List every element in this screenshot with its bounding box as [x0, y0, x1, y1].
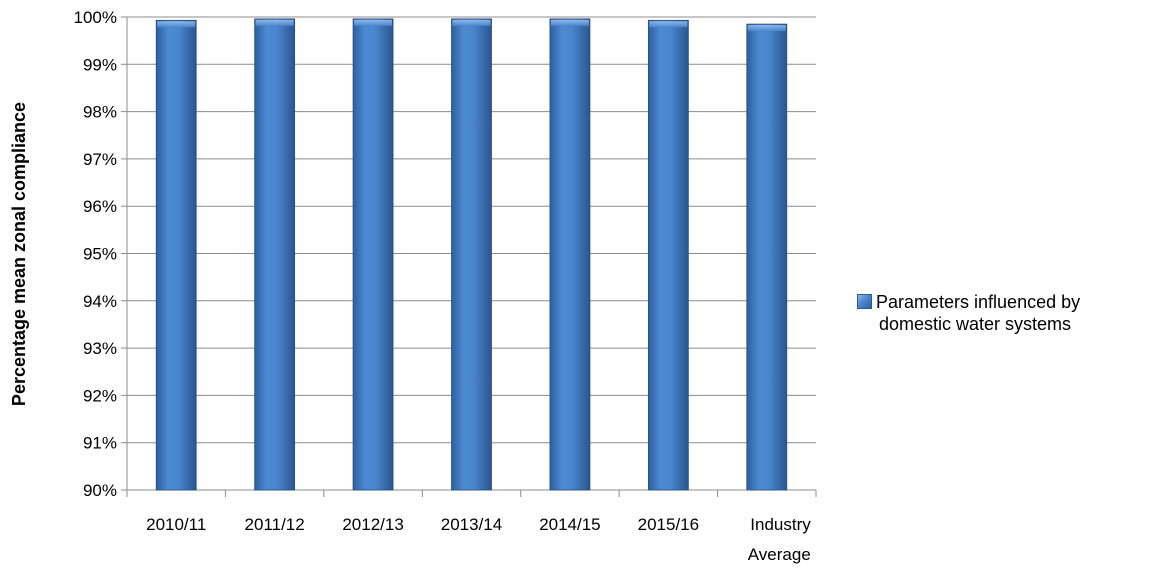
y-tick-label: 97% [83, 150, 117, 169]
y-tick-label: 91% [83, 434, 117, 453]
y-tick-label: 94% [83, 292, 117, 311]
bar-highlight [354, 19, 393, 26]
x-tick-label: 2014/15 [539, 515, 600, 534]
y-tick-label: 96% [83, 197, 117, 216]
bar [451, 18, 492, 491]
y-tick-label: 99% [83, 55, 117, 74]
y-tick-label: 100% [74, 8, 117, 27]
bar-body [549, 18, 591, 491]
legend-label-line-2: domestic water systems [879, 314, 1072, 334]
bar-body [451, 18, 492, 491]
y-tick-label: 90% [83, 481, 117, 500]
bar-highlight [157, 21, 196, 28]
y-tick-label: 95% [83, 245, 117, 264]
bar [647, 19, 689, 491]
x-tick-label: 2011/12 [245, 515, 305, 534]
bars [155, 18, 788, 491]
y-tick-label: 92% [83, 386, 117, 405]
legend: Parameters influenced by domestic water … [857, 291, 1157, 335]
x-tick-label: 2010/11 [146, 515, 206, 534]
legend-item: Parameters influenced by [857, 291, 1157, 313]
bar-body [647, 19, 689, 491]
x-tick-label: 2013/14 [441, 515, 502, 534]
bar-body [746, 23, 788, 491]
bar-body [254, 18, 296, 491]
bar-highlight [747, 25, 786, 32]
x-tick-label: 2012/13 [342, 515, 403, 534]
bar-highlight [255, 19, 294, 26]
y-axis-title: Percentage mean zonal compliance [9, 102, 29, 406]
bar-highlight [550, 19, 589, 26]
x-tick-label: 2015/16 [638, 515, 699, 534]
tick-labels: 90% 91% 92% 93% 94% 95% 96% 97% 98% 99% 100% 2010/1… [74, 8, 812, 564]
x-tick-label: Industry [750, 515, 811, 534]
bar-body [352, 18, 394, 491]
bar-highlight [452, 19, 491, 26]
x-tick-label: Average [748, 545, 811, 564]
y-tick-label: 98% [83, 103, 117, 122]
bar [549, 18, 591, 491]
legend-swatch [857, 294, 872, 309]
bar-body [155, 19, 197, 491]
bar [352, 18, 394, 491]
y-tick-label: 93% [83, 339, 117, 358]
bar [746, 23, 788, 491]
bar [155, 19, 197, 491]
legend-label-line-1: Parameters influenced by [876, 292, 1081, 312]
bar [254, 18, 296, 491]
bar-highlight [649, 21, 688, 28]
